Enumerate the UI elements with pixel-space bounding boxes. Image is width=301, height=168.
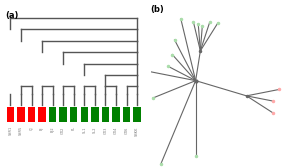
FancyBboxPatch shape: [123, 107, 130, 122]
Text: BJ2: BJ2: [51, 126, 54, 132]
Text: (b): (b): [150, 5, 164, 14]
Text: GX4: GX4: [114, 126, 118, 134]
FancyBboxPatch shape: [60, 107, 67, 122]
Text: (a): (a): [5, 11, 18, 19]
FancyBboxPatch shape: [49, 107, 56, 122]
Text: SSR1: SSR1: [8, 126, 12, 135]
FancyBboxPatch shape: [28, 107, 35, 122]
Text: SL2: SL2: [93, 126, 97, 133]
FancyBboxPatch shape: [91, 107, 98, 122]
Text: SBKK: SBKK: [135, 126, 139, 136]
FancyBboxPatch shape: [133, 107, 141, 122]
Text: PL: PL: [72, 126, 76, 130]
Text: GX2: GX2: [61, 126, 65, 134]
Text: GX3: GX3: [104, 126, 107, 134]
FancyBboxPatch shape: [112, 107, 120, 122]
Text: BJ: BJ: [40, 126, 44, 130]
Text: SL1: SL1: [82, 126, 86, 133]
Text: GX6: GX6: [125, 126, 129, 134]
FancyBboxPatch shape: [39, 107, 46, 122]
FancyBboxPatch shape: [7, 107, 14, 122]
FancyBboxPatch shape: [81, 107, 88, 122]
FancyBboxPatch shape: [70, 107, 77, 122]
Text: CJ: CJ: [29, 126, 33, 130]
FancyBboxPatch shape: [17, 107, 25, 122]
Text: SSR5: SSR5: [19, 126, 23, 135]
FancyBboxPatch shape: [102, 107, 109, 122]
